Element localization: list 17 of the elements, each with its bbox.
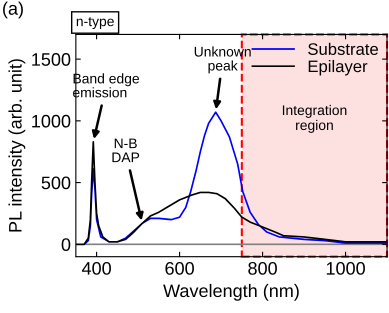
legend-label: Epilayer: [308, 60, 368, 76]
y-tick-label: 1000: [32, 114, 70, 128]
band-label: Integration region: [282, 104, 346, 133]
text: (a): [3, 2, 23, 18]
y-tick-label: 500: [42, 176, 70, 190]
x-tick-label: 800: [248, 262, 277, 275]
y-axis-title: PL intensity (arb. unit): [8, 59, 26, 232]
x-tick-label: 600: [165, 262, 194, 275]
x-tick-label: 1000: [326, 262, 365, 275]
legend-label: Substrate: [308, 42, 378, 56]
y-tick-label: 0: [62, 238, 70, 252]
annotation: N-B DAP: [112, 138, 140, 162]
y-tick-label: 1500: [32, 53, 70, 66]
x-axis-title: Wavelength (nm): [163, 284, 299, 301]
x-tick-label: 400: [82, 262, 111, 275]
annotation: Unknown peak: [194, 46, 251, 74]
chart-title: n-type: [76, 17, 114, 29]
